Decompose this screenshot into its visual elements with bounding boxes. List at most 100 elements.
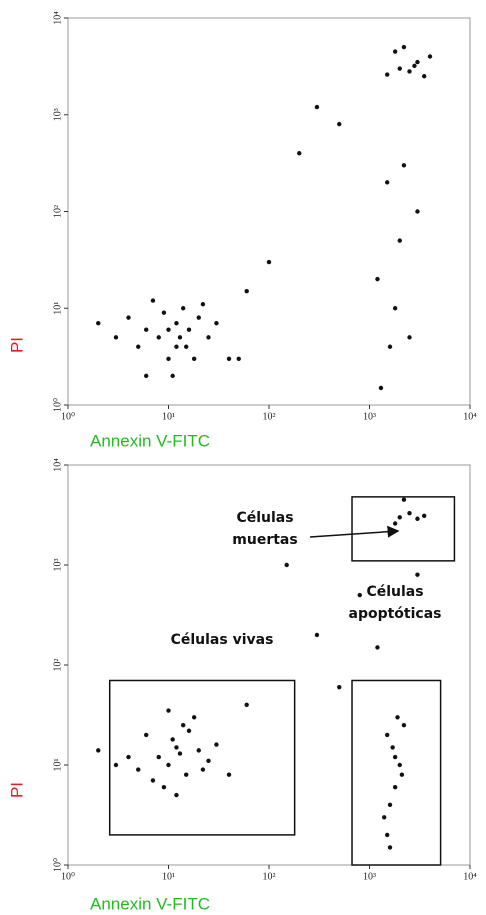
event-dot xyxy=(161,310,167,315)
y-tick-label: 10⁴ xyxy=(52,458,63,472)
y-tick-label: 10¹ xyxy=(52,759,63,772)
y-tick-label: 10³ xyxy=(52,559,63,572)
event-dot xyxy=(170,737,175,742)
plot-frame xyxy=(67,17,471,406)
event-dot xyxy=(174,321,179,326)
event-dot xyxy=(401,497,407,502)
event-dot xyxy=(166,356,171,362)
event-dot xyxy=(170,373,175,379)
y-axis-title: PI xyxy=(7,337,26,353)
event-dot xyxy=(174,745,179,750)
event-dot xyxy=(196,315,201,320)
event-dot xyxy=(284,562,289,568)
event-dot xyxy=(156,335,161,340)
event-dot xyxy=(174,344,179,349)
x-tick-label: 10² xyxy=(263,871,276,882)
event-dot xyxy=(96,321,101,326)
event-dot xyxy=(392,754,398,760)
gate xyxy=(108,679,296,836)
event-dot xyxy=(244,702,249,707)
event-dot xyxy=(214,742,219,747)
x-tick-label: 10² xyxy=(263,411,276,422)
x-tick-label: 10¹ xyxy=(162,871,175,882)
event-dot xyxy=(180,723,186,728)
gate-label: Células xyxy=(366,584,423,600)
event-dot xyxy=(150,778,156,783)
event-dot xyxy=(395,715,400,720)
event-dot xyxy=(407,69,412,74)
event-dot xyxy=(384,72,390,77)
event-dot xyxy=(399,772,405,777)
event-dot xyxy=(421,513,427,519)
gate xyxy=(351,496,456,562)
event-dot xyxy=(96,748,101,753)
event-dot xyxy=(421,74,427,79)
event-dot xyxy=(387,802,393,807)
event-dot xyxy=(314,104,320,110)
event-dot xyxy=(407,335,412,340)
event-dot xyxy=(392,521,398,526)
event-dot xyxy=(206,758,211,764)
event-dot xyxy=(113,762,119,768)
event-dot xyxy=(150,298,156,303)
event-dot xyxy=(397,515,402,520)
event-dot xyxy=(183,344,189,349)
event-dot xyxy=(191,715,197,720)
event-dot xyxy=(297,151,302,156)
event-dot xyxy=(166,327,171,332)
event-dot xyxy=(126,754,131,760)
y-tick-label: 10² xyxy=(52,659,63,672)
event-dot xyxy=(191,356,197,362)
event-dot xyxy=(166,762,171,768)
event-dot xyxy=(384,832,390,838)
event-dot xyxy=(136,767,141,772)
event-dot xyxy=(214,321,219,326)
x-tick-label: 10⁰ xyxy=(61,871,75,882)
event-dot xyxy=(113,335,119,340)
event-dot xyxy=(415,209,420,214)
y-tick-label: 10⁴ xyxy=(52,11,63,25)
event-dot xyxy=(126,315,131,320)
event-dot xyxy=(384,732,390,738)
event-dot xyxy=(174,792,179,798)
event-dot xyxy=(415,572,420,577)
event-dot xyxy=(397,66,402,71)
x-tick-label: 10⁰ xyxy=(61,411,75,422)
x-tick-label: 10⁴ xyxy=(463,871,477,882)
event-dot xyxy=(177,751,183,756)
event-dot xyxy=(407,510,412,516)
event-dot xyxy=(186,728,192,733)
event-dot xyxy=(412,63,417,69)
y-tick-label: 10³ xyxy=(52,108,63,121)
gate-label: Células xyxy=(236,510,293,526)
y-tick-label: 10² xyxy=(52,205,63,218)
event-dot xyxy=(144,373,149,379)
event-dot xyxy=(166,708,171,713)
event-dot xyxy=(186,327,192,332)
event-dot xyxy=(136,344,141,349)
event-dot xyxy=(226,772,232,777)
event-dot xyxy=(375,645,380,650)
x-tick-label: 10³ xyxy=(363,871,376,882)
event-dot xyxy=(397,762,402,768)
event-dot xyxy=(183,772,189,777)
event-dot xyxy=(337,121,342,127)
event-dot xyxy=(144,327,149,332)
event-dot xyxy=(337,684,342,690)
event-dot xyxy=(392,784,398,790)
y-tick-label: 10¹ xyxy=(52,302,63,315)
y-tick-label: 10⁰ xyxy=(52,858,63,872)
event-dot xyxy=(390,745,395,750)
x-tick-label: 10⁴ xyxy=(463,411,477,422)
event-dot xyxy=(196,748,201,753)
y-axis-title: PI xyxy=(7,782,26,798)
event-dot xyxy=(161,784,167,790)
event-dot xyxy=(415,59,420,65)
gate xyxy=(351,679,442,866)
event-dot xyxy=(387,845,393,850)
event-dot xyxy=(314,632,320,638)
x-axis-title: Annexin V-FITC xyxy=(90,894,210,913)
event-dot xyxy=(392,49,398,54)
event-dot xyxy=(401,163,407,168)
